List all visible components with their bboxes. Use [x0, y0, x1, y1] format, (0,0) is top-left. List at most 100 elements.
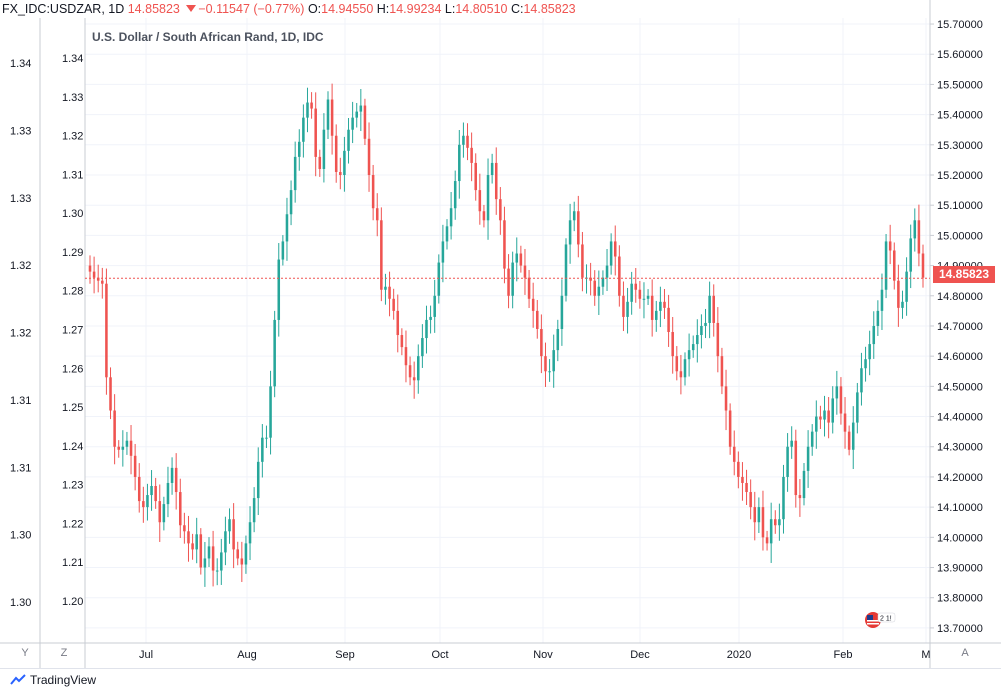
auto-scale-button[interactable]: A — [961, 647, 969, 659]
z-axis-button[interactable]: Z — [60, 647, 68, 659]
candle — [913, 208, 917, 252]
mid-scale-label: 1.33 — [62, 92, 83, 104]
candle-body — [839, 386, 843, 414]
left-scale-label: 1.33 — [10, 125, 31, 137]
y-tick-label: 15.00000 — [937, 230, 983, 242]
candle — [343, 136, 346, 192]
ohlc-legend: FX_IDC:USDZAR, 1D 14.85823 −0.11547 (−0.… — [2, 1, 576, 17]
candle — [445, 219, 449, 250]
candle-body — [732, 446, 736, 462]
candle-body — [137, 476, 141, 502]
candle-body — [613, 241, 617, 257]
candle-body — [712, 295, 715, 323]
candle — [281, 235, 285, 266]
candle — [860, 352, 863, 406]
left-scale-label: 1.31 — [10, 462, 31, 474]
candle — [158, 484, 162, 542]
candle — [339, 157, 342, 190]
candle-body — [117, 446, 120, 450]
candle-body — [302, 117, 305, 142]
candle-body — [778, 519, 781, 526]
left-scale-label: 1.34 — [10, 58, 31, 70]
candle-body — [700, 325, 703, 336]
x-tick-label: Sep — [335, 649, 355, 661]
candle — [540, 314, 543, 374]
candle — [228, 508, 231, 544]
candle-body — [568, 220, 572, 245]
candle — [605, 248, 609, 291]
candle-body — [888, 241, 892, 251]
candle — [359, 88, 363, 132]
candle-body — [494, 162, 498, 200]
last-price: 14.85823 — [127, 2, 180, 16]
candle-body — [363, 105, 367, 139]
candle — [408, 356, 412, 386]
candle-body — [392, 298, 395, 311]
candle-body — [691, 344, 695, 351]
candle — [831, 386, 834, 434]
y-tick-label: 13.80000 — [937, 593, 983, 605]
candle — [314, 92, 317, 177]
candle-body — [142, 501, 145, 508]
candle-body — [240, 558, 244, 565]
candle-body — [901, 301, 904, 308]
candle — [601, 270, 605, 295]
candle-body — [696, 335, 699, 345]
candle-body — [601, 277, 605, 287]
candle-body — [757, 507, 761, 523]
candle-body — [819, 416, 822, 420]
candle-body — [531, 298, 535, 311]
candle — [117, 440, 120, 458]
candle — [897, 264, 900, 327]
candle — [634, 268, 638, 303]
candle — [285, 197, 289, 261]
candle — [388, 271, 391, 317]
tradingview-brand[interactable]: TradingView — [10, 673, 96, 687]
candle-body — [843, 413, 847, 432]
y-axis-button[interactable]: Y — [21, 647, 29, 659]
candle — [462, 122, 465, 158]
candle-body — [482, 211, 486, 221]
candle-body — [269, 386, 272, 438]
open-value: 14.94550 — [321, 2, 374, 16]
candle-body — [876, 310, 880, 326]
candle — [429, 305, 432, 334]
candle — [585, 264, 588, 294]
candle — [909, 224, 912, 289]
y-tick-label: 15.40000 — [937, 110, 983, 122]
candle-body — [154, 485, 157, 502]
candle-body — [388, 286, 391, 299]
mid-scale-label: 1.26 — [62, 363, 83, 375]
candle — [236, 541, 239, 566]
candle-body — [749, 492, 752, 508]
candle — [215, 558, 219, 586]
candle — [367, 122, 371, 192]
us-flag-icon[interactable]: 2 1! — [864, 611, 896, 629]
price-chart[interactable]: 15.70000 15.60000 15.50000 15.40000 15.30000… — [0, 0, 1001, 668]
candle-body — [466, 135, 469, 148]
candle — [277, 243, 281, 337]
candle — [655, 300, 658, 332]
y-tick-label: 15.60000 — [937, 49, 983, 61]
candle-body — [589, 277, 592, 281]
candle — [375, 193, 379, 237]
candle-body — [289, 190, 293, 215]
candle-body — [893, 250, 896, 281]
candle-body — [786, 446, 789, 477]
candle-body — [347, 129, 350, 151]
candle-body — [536, 310, 539, 329]
candle-body — [626, 301, 629, 317]
candle — [404, 330, 408, 383]
candle — [646, 289, 650, 306]
y-tick-label: 14.80000 — [937, 291, 983, 303]
candle-body — [675, 356, 679, 372]
candle-body — [199, 534, 203, 568]
candle — [716, 307, 720, 373]
candle-body — [458, 144, 461, 182]
candle-body — [663, 301, 666, 308]
candle — [380, 207, 383, 302]
candle — [88, 255, 92, 284]
candle — [577, 195, 580, 258]
candle — [741, 462, 744, 501]
candle-body — [560, 295, 564, 329]
